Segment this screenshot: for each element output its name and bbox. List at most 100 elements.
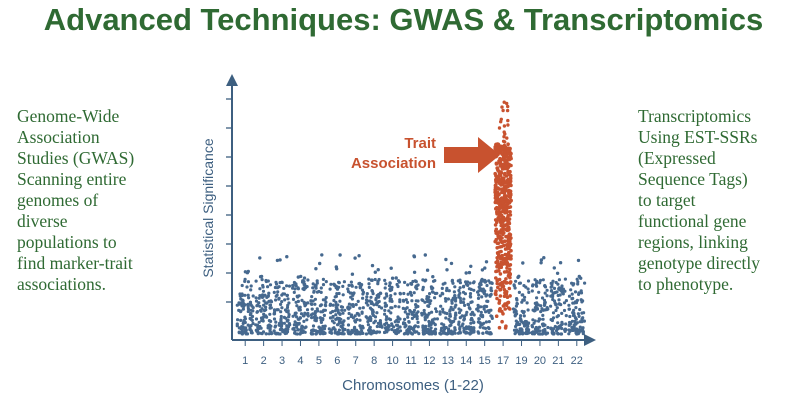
snp-point — [383, 312, 387, 316]
snp-point — [472, 280, 476, 284]
snp-point — [484, 320, 488, 324]
snp-point — [507, 191, 511, 196]
snp-point — [267, 323, 271, 327]
snp-point — [480, 268, 485, 272]
snp-point — [246, 269, 250, 274]
y-axis-arrow — [226, 74, 238, 86]
snp-point — [516, 275, 520, 280]
snp-point — [500, 167, 505, 171]
snp-point — [279, 310, 283, 314]
snp-point — [406, 292, 410, 296]
snp-point — [286, 318, 290, 322]
snp-point — [508, 255, 513, 259]
snp-point — [503, 180, 507, 185]
snp-point — [286, 325, 291, 329]
snp-point — [333, 331, 337, 335]
snp-point — [479, 305, 483, 309]
snp-point — [515, 298, 519, 302]
snp-point — [405, 312, 409, 316]
snp-point — [360, 283, 364, 287]
snp-point — [542, 303, 547, 307]
snp-point — [485, 330, 489, 334]
snp-point — [365, 295, 369, 299]
snp-point — [395, 323, 399, 327]
snp-point — [488, 293, 492, 297]
snp-point — [494, 183, 498, 187]
snp-point — [558, 261, 563, 265]
snp-point — [341, 320, 345, 324]
snp-point — [239, 310, 243, 314]
snp-point — [315, 290, 319, 294]
snp-point — [365, 316, 369, 320]
snp-point — [506, 142, 510, 146]
snp-point — [501, 144, 506, 149]
snp-point — [497, 250, 502, 254]
snp-point — [314, 286, 318, 290]
snp-point — [319, 310, 323, 314]
snp-point — [384, 317, 388, 322]
snp-point — [576, 258, 581, 263]
snp-point — [497, 298, 502, 303]
snp-point — [328, 302, 333, 306]
x-tick-label: 6 — [334, 355, 340, 367]
snp-point — [298, 308, 302, 312]
snp-point — [329, 329, 333, 333]
chromosome-points — [530, 256, 550, 336]
snp-point — [438, 310, 442, 314]
snp-point — [552, 286, 557, 290]
snp-point — [562, 301, 567, 305]
snp-point — [259, 294, 263, 298]
snp-point — [520, 300, 524, 304]
snp-point — [502, 217, 506, 221]
transcriptomics-line: functional gene — [638, 211, 747, 231]
snp-point — [416, 320, 420, 324]
snp-point — [507, 250, 511, 255]
snp-point — [291, 314, 295, 318]
snp-point — [337, 280, 341, 284]
snp-point — [556, 282, 560, 286]
snp-point — [472, 326, 476, 330]
snp-point — [410, 293, 414, 297]
chromosome-points — [254, 256, 274, 336]
snp-point — [537, 290, 541, 294]
snp-point — [329, 311, 333, 315]
snp-point — [406, 283, 410, 287]
snp-point — [562, 308, 567, 313]
snp-point — [423, 312, 427, 316]
snp-point — [438, 294, 442, 298]
snp-point — [343, 308, 347, 312]
snp-point — [445, 311, 449, 316]
snp-point — [571, 327, 575, 332]
snp-point — [539, 310, 543, 314]
snp-point — [458, 330, 462, 334]
snp-point — [282, 286, 286, 290]
chromosome-points — [456, 264, 476, 336]
snp-point — [483, 266, 487, 270]
snp-point — [347, 311, 351, 316]
snp-point — [504, 206, 509, 211]
snp-point — [358, 286, 362, 290]
transcriptomics-line: regions, linking — [638, 232, 748, 252]
snp-point — [251, 309, 255, 313]
snp-point — [431, 275, 435, 279]
snp-point — [254, 323, 258, 327]
snp-point — [396, 315, 400, 319]
snp-point — [499, 178, 503, 182]
snp-point — [341, 284, 345, 288]
snp-point — [497, 269, 501, 273]
snp-point — [503, 256, 508, 261]
snp-point — [448, 324, 452, 328]
snp-point — [373, 270, 377, 274]
gwas-line: Association — [17, 127, 100, 147]
snp-point — [342, 280, 346, 284]
snp-point — [485, 304, 489, 309]
snp-point — [493, 185, 498, 190]
snp-point — [445, 268, 449, 272]
snp-point — [412, 308, 417, 312]
snp-point — [433, 296, 437, 300]
snp-point — [433, 279, 437, 283]
snp-point — [390, 327, 394, 332]
snp-point — [541, 317, 545, 321]
snp-point — [409, 281, 413, 286]
snp-point — [248, 327, 252, 331]
